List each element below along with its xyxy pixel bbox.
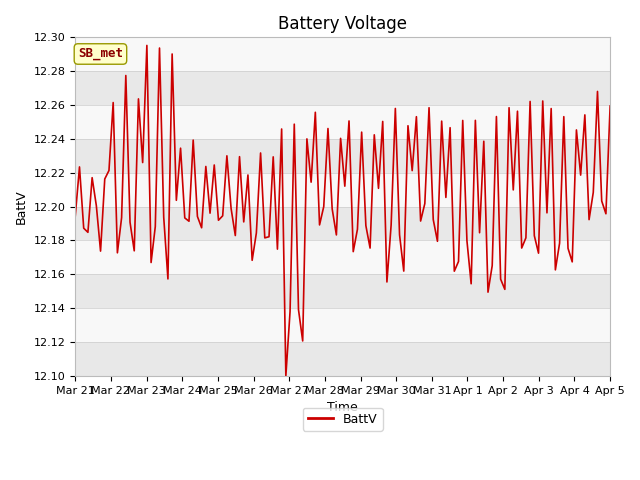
Legend: BattV: BattV — [303, 408, 383, 431]
Bar — [76, 308, 610, 342]
Text: SB_met: SB_met — [78, 48, 123, 60]
Bar — [76, 206, 610, 240]
Bar — [76, 275, 610, 308]
Bar — [76, 342, 610, 376]
Y-axis label: BattV: BattV — [15, 189, 28, 224]
Bar — [76, 71, 610, 105]
X-axis label: Time: Time — [327, 401, 358, 414]
Bar — [76, 139, 610, 173]
Bar — [76, 37, 610, 71]
Bar — [76, 105, 610, 139]
Title: Battery Voltage: Battery Voltage — [278, 15, 407, 33]
Bar — [76, 240, 610, 275]
Bar — [76, 173, 610, 206]
